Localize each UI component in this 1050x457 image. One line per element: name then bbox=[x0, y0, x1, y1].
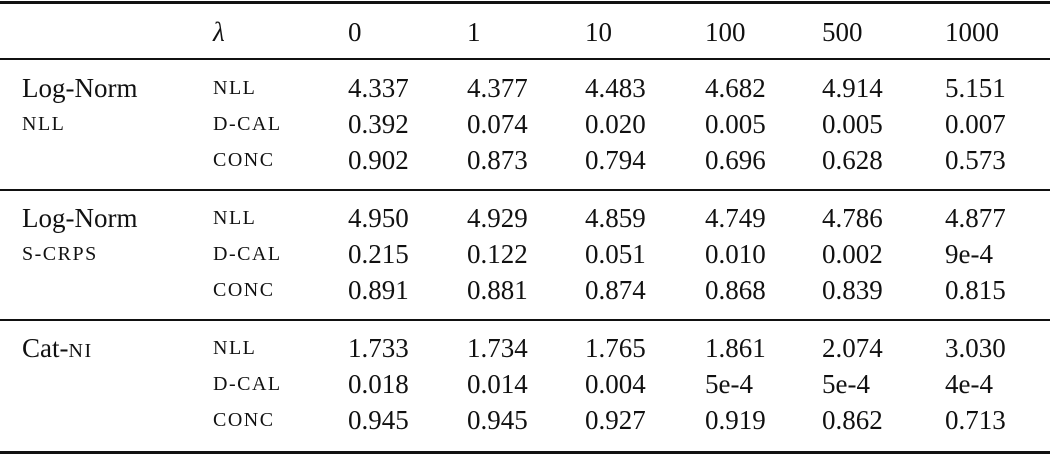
table-row: CONC 0.891 0.881 0.874 0.868 0.839 0.815 bbox=[0, 272, 1050, 308]
value-cell: 4.929 bbox=[467, 203, 528, 233]
table-row: Log-Norm NLL 4.337 4.377 4.483 4.682 4.914 5.15… bbox=[0, 70, 1050, 106]
column-header: 100 bbox=[705, 17, 746, 47]
group-label: Log-Norm bbox=[22, 200, 137, 239]
value-cell: 1.861 bbox=[705, 333, 766, 363]
group-loss: NLL bbox=[22, 113, 66, 135]
table-row: Log-Norm NLL 4.950 4.929 4.859 4.749 4.786 4.87… bbox=[0, 200, 1050, 236]
metric-label: D-CAL bbox=[213, 243, 282, 265]
value-cell: 0.868 bbox=[705, 275, 766, 305]
metric-label: NLL bbox=[213, 207, 257, 229]
group-name: Cat- bbox=[22, 333, 69, 363]
column-header: 1000 bbox=[945, 17, 999, 47]
value-cell: 0.005 bbox=[705, 109, 766, 139]
value-cell: 0.881 bbox=[467, 275, 528, 305]
value-cell: 0.215 bbox=[348, 239, 409, 269]
bottom-rule bbox=[0, 451, 1050, 454]
value-cell: 0.628 bbox=[822, 145, 883, 175]
table-row: CONC 0.945 0.945 0.927 0.919 0.862 0.713 bbox=[0, 402, 1050, 438]
value-cell: 0.919 bbox=[705, 405, 766, 435]
value-cell: 1.733 bbox=[348, 333, 409, 363]
value-cell: 1.765 bbox=[585, 333, 646, 363]
value-cell: 0.014 bbox=[467, 369, 528, 399]
table-row: Cat-NI NLL 1.733 1.734 1.765 1.861 2.074 3.030 bbox=[0, 330, 1050, 366]
value-cell: 0.902 bbox=[348, 145, 409, 175]
metric-label: CONC bbox=[213, 279, 275, 301]
value-cell: 4.337 bbox=[348, 73, 409, 103]
value-cell: 2.074 bbox=[822, 333, 883, 363]
value-cell: 0.051 bbox=[585, 239, 646, 269]
value-cell: 4.950 bbox=[348, 203, 409, 233]
value-cell: 0.815 bbox=[945, 275, 1006, 305]
value-cell: 4.749 bbox=[705, 203, 766, 233]
value-cell: 5e-4 bbox=[822, 369, 870, 399]
metric-label: CONC bbox=[213, 149, 275, 171]
value-cell: 0.074 bbox=[467, 109, 528, 139]
table-row: D-CAL 0.018 0.014 0.004 5e-4 5e-4 4e-4 bbox=[0, 366, 1050, 402]
value-cell: 0.002 bbox=[822, 239, 883, 269]
value-cell: 0.945 bbox=[467, 405, 528, 435]
value-cell: 0.005 bbox=[822, 109, 883, 139]
value-cell: 4.877 bbox=[945, 203, 1006, 233]
column-header: 1 bbox=[467, 17, 481, 47]
value-cell: 0.862 bbox=[822, 405, 883, 435]
table-row: CONC 0.902 0.873 0.794 0.696 0.628 0.573 bbox=[0, 142, 1050, 178]
value-cell: 0.018 bbox=[348, 369, 409, 399]
value-cell: 4.377 bbox=[467, 73, 528, 103]
value-cell: 0.873 bbox=[467, 145, 528, 175]
value-cell: 0.713 bbox=[945, 405, 1006, 435]
metric-label: NLL bbox=[213, 337, 257, 359]
value-cell: 0.020 bbox=[585, 109, 646, 139]
value-cell: 0.392 bbox=[348, 109, 409, 139]
value-cell: 4.682 bbox=[705, 73, 766, 103]
group-label: Log-Norm bbox=[22, 70, 137, 109]
metric-label: NLL bbox=[213, 77, 257, 99]
value-cell: 0.874 bbox=[585, 275, 646, 305]
value-cell: 0.945 bbox=[348, 405, 409, 435]
table-row: NLL D-CAL 0.392 0.074 0.020 0.005 0.005 0.007 bbox=[0, 106, 1050, 142]
value-cell: 4.914 bbox=[822, 73, 883, 103]
column-header: 0 bbox=[348, 17, 362, 47]
value-cell: 0.004 bbox=[585, 369, 646, 399]
group-name: Log-Norm bbox=[22, 203, 138, 233]
value-cell: 0.794 bbox=[585, 145, 646, 175]
table-row: S-CRPS D-CAL 0.215 0.122 0.051 0.010 0.002 9e-4 bbox=[0, 236, 1050, 272]
top-rule bbox=[0, 1, 1050, 4]
value-cell: 0.573 bbox=[945, 145, 1006, 175]
group-label: Cat-NI bbox=[22, 330, 93, 369]
value-cell: 0.007 bbox=[945, 109, 1006, 139]
value-cell: 0.839 bbox=[822, 275, 883, 305]
group-rule bbox=[0, 319, 1050, 321]
value-cell: 0.122 bbox=[467, 239, 528, 269]
value-cell: 4.786 bbox=[822, 203, 883, 233]
value-cell: 0.696 bbox=[705, 145, 766, 175]
header-row: λ 0 1 10 100 500 1000 bbox=[0, 14, 1050, 50]
value-cell: 0.891 bbox=[348, 275, 409, 305]
value-cell: 3.030 bbox=[945, 333, 1006, 363]
value-cell: 0.927 bbox=[585, 405, 646, 435]
group-name: Log-Norm bbox=[22, 73, 138, 103]
group-name-suffix: NI bbox=[68, 340, 93, 362]
value-cell: 5.151 bbox=[945, 73, 1006, 103]
value-cell: 4e-4 bbox=[945, 369, 993, 399]
value-cell: 4.483 bbox=[585, 73, 646, 103]
value-cell: 9e-4 bbox=[945, 239, 993, 269]
value-cell: 4.859 bbox=[585, 203, 646, 233]
value-cell: 5e-4 bbox=[705, 369, 753, 399]
group-loss: S-CRPS bbox=[22, 243, 98, 265]
column-header: 500 bbox=[822, 17, 863, 47]
value-cell: 1.734 bbox=[467, 333, 528, 363]
metric-label: D-CAL bbox=[213, 373, 282, 395]
metric-label: CONC bbox=[213, 409, 275, 431]
metric-label: D-CAL bbox=[213, 113, 282, 135]
header-rule bbox=[0, 58, 1050, 60]
group-rule bbox=[0, 189, 1050, 191]
column-header: 10 bbox=[585, 17, 612, 47]
lambda-header: λ bbox=[213, 17, 225, 47]
value-cell: 0.010 bbox=[705, 239, 766, 269]
